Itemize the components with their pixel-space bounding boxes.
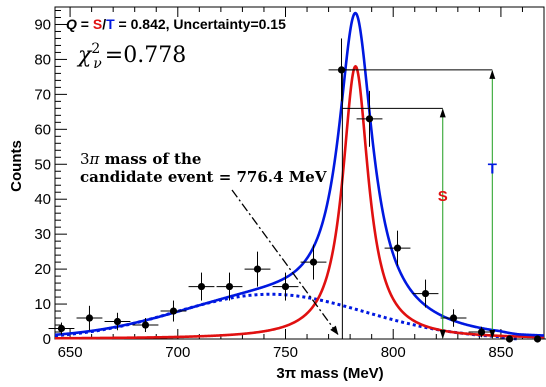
y-tick-label: 40 [34, 191, 51, 208]
ratio-value: = 0.842, Uncertainty=0.15 [115, 16, 286, 32]
s-t-markers: ST [341, 69, 497, 339]
y-tick-label: 70 [34, 86, 51, 103]
data-point [104, 312, 131, 331]
eq-text: = [77, 16, 93, 32]
signal-curve [54, 64, 545, 340]
annotation-line1: 3π mass of the [80, 150, 201, 168]
s-marker-label: S [438, 188, 448, 205]
annotation-arrow [231, 189, 339, 336]
y-tick-label: 60 [34, 121, 51, 138]
x-tick-label: 800 [381, 344, 406, 361]
data-point [188, 272, 215, 301]
plot-frame [54, 6, 545, 340]
data-point [216, 272, 243, 301]
y-tick-label: 20 [34, 261, 51, 278]
data-point [76, 305, 103, 331]
total-fit-curve [54, 11, 545, 337]
data-point [524, 335, 546, 343]
chi2-value: =0.778 [105, 43, 186, 68]
chi2-label: χ2 ν =0.778 [76, 41, 186, 72]
data-point [132, 318, 159, 333]
t-label: T [106, 16, 115, 32]
x-tick-label: 850 [488, 344, 513, 361]
data-point [384, 230, 411, 266]
data-point [496, 335, 523, 343]
data-point [272, 272, 299, 301]
data-point [160, 300, 187, 322]
data-points [48, 38, 546, 343]
y-tick-label: 50 [34, 156, 51, 173]
t-marker-label: T [488, 160, 497, 177]
t-arrow [489, 69, 496, 339]
y-tick-label: 30 [34, 226, 51, 243]
data-point [300, 244, 327, 280]
x-tick-label: 750 [273, 344, 298, 361]
x-tick-label: 700 [165, 344, 190, 361]
y-axis-ticks: 0 10 20 30 40 50 60 70 80 90 [34, 9, 67, 348]
x-tick-label: 650 [58, 344, 83, 361]
y-tick-label: 80 [34, 51, 51, 68]
data-point [440, 309, 467, 327]
annotation-line2: candidate event = 776.4 MeV [80, 168, 327, 186]
y-tick-label: 0 [43, 331, 51, 348]
q-label: Q [66, 16, 77, 32]
s-arrow [439, 108, 446, 339]
y-axis-label: Counts [8, 140, 25, 192]
fit-curves [54, 11, 545, 341]
s-label: S [93, 16, 102, 32]
y-tick-label: 10 [34, 296, 51, 313]
ratio-header: Q = S/T = 0.842, Uncertainty=0.15 [66, 16, 286, 32]
data-point [48, 322, 75, 335]
data-point [244, 251, 271, 287]
data-point [356, 90, 383, 147]
x-axis-label: 3π mass (MeV) [276, 365, 383, 382]
data-point [412, 279, 439, 308]
slash-text: / [102, 16, 106, 32]
annotation-arrowhead [330, 325, 339, 335]
y-tick-label: 90 [34, 16, 51, 33]
